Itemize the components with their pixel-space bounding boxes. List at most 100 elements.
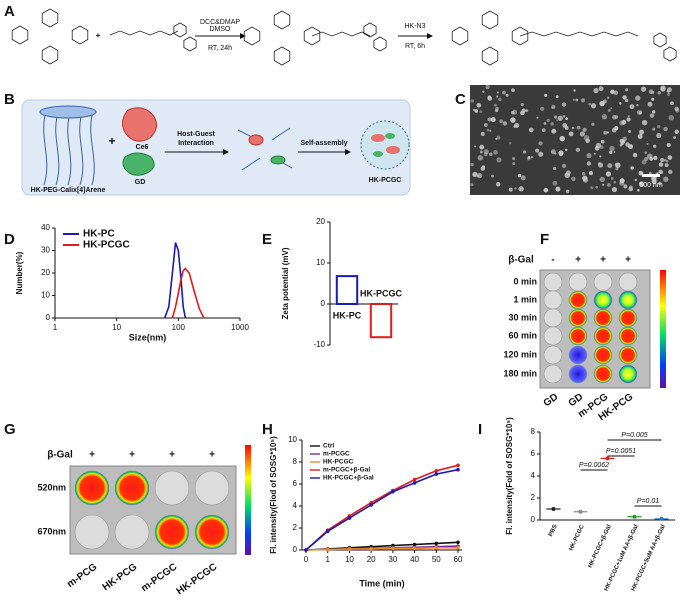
particle <box>599 100 605 107</box>
particle <box>644 151 647 154</box>
particle <box>502 121 508 126</box>
particle <box>619 138 624 144</box>
particle <box>600 139 605 144</box>
particle <box>606 183 611 187</box>
particle <box>640 86 647 92</box>
well <box>593 308 613 328</box>
particle <box>538 141 543 146</box>
label: Interaction <box>178 140 214 147</box>
well <box>568 326 588 346</box>
molecule-ring <box>451 26 469 46</box>
color-scale <box>245 445 251 555</box>
particle <box>667 93 670 97</box>
particle <box>493 150 498 155</box>
particle <box>615 167 619 171</box>
label: 0 <box>293 545 298 554</box>
well <box>618 364 638 384</box>
particle <box>494 108 499 113</box>
particle <box>470 99 474 103</box>
particle <box>625 98 629 103</box>
particle <box>571 176 576 182</box>
particle <box>653 155 658 161</box>
particle <box>641 159 647 165</box>
particle <box>561 102 567 107</box>
well <box>114 470 150 506</box>
particle <box>485 85 490 90</box>
legend-label: HK-PCGC <box>323 459 354 466</box>
point <box>434 541 439 546</box>
molecule-ring <box>41 8 59 28</box>
label: 1 <box>53 323 58 332</box>
particle <box>520 110 525 116</box>
particle <box>496 91 499 94</box>
label: 20 <box>367 555 376 564</box>
label: 60 min <box>508 330 537 340</box>
particle <box>586 153 592 159</box>
point <box>434 546 439 550</box>
label: 1000 <box>231 323 249 332</box>
label: Size(nm) <box>129 332 167 342</box>
particle <box>606 131 610 134</box>
particle <box>648 171 652 175</box>
particle <box>476 102 482 108</box>
particle <box>541 128 546 133</box>
particle <box>551 106 554 109</box>
particle <box>510 117 516 123</box>
particle <box>576 125 581 130</box>
particle <box>502 90 506 95</box>
legend-label: HK-PCGC+β-Gal <box>323 475 374 482</box>
panel-label: D <box>4 231 15 248</box>
point <box>412 542 417 547</box>
y-axis-label: Number(%) <box>15 251 24 294</box>
series-line <box>163 242 187 319</box>
particle <box>673 136 677 140</box>
label: RT, 6h <box>405 43 425 50</box>
particle <box>477 172 483 179</box>
well <box>593 290 613 310</box>
sample-label: m-PCGC <box>139 562 179 595</box>
p-value: P=0.01 <box>637 498 659 505</box>
particle <box>496 135 501 140</box>
particle <box>658 169 663 174</box>
peg-chain <box>519 31 639 37</box>
series-line <box>305 464 459 551</box>
label: GD <box>135 179 146 186</box>
label: HK-PC <box>333 310 362 320</box>
particle <box>514 122 520 129</box>
particle <box>564 172 571 179</box>
particle <box>667 155 673 160</box>
label: Ce6 <box>136 144 149 151</box>
panel-label: C <box>455 91 466 108</box>
molecule-ring <box>663 46 677 62</box>
particle <box>602 183 605 186</box>
label: -10 <box>313 340 325 349</box>
label: 0 <box>321 299 326 308</box>
particle <box>572 98 575 102</box>
particle <box>651 97 655 101</box>
well <box>618 290 638 310</box>
molecule-ring <box>273 10 291 30</box>
p-value: P=0.005 <box>621 432 647 439</box>
well <box>194 470 230 506</box>
particle <box>598 86 604 92</box>
bar <box>335 275 359 305</box>
sample-label: m-PCG <box>65 561 99 590</box>
particle <box>613 150 616 153</box>
point <box>434 469 439 473</box>
particle <box>666 143 671 148</box>
particle <box>614 126 619 131</box>
label: + <box>625 255 631 266</box>
particle <box>498 97 502 102</box>
particle <box>470 183 474 187</box>
molecule-ring <box>41 45 59 65</box>
molecule-ring <box>511 26 529 46</box>
molecule-ring <box>71 25 89 45</box>
point <box>456 546 460 550</box>
particle <box>573 89 576 92</box>
label: + <box>96 31 101 40</box>
particle <box>613 180 617 184</box>
particle <box>543 122 547 125</box>
particle <box>588 170 594 176</box>
particle <box>632 152 638 158</box>
particle <box>536 116 539 119</box>
